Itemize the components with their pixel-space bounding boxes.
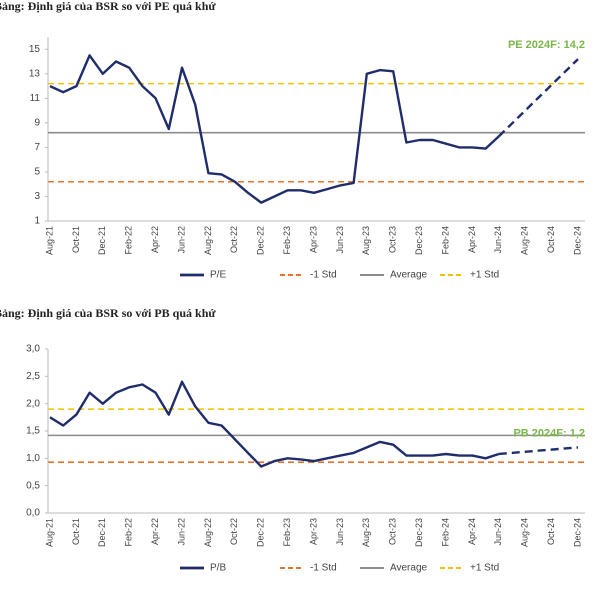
x-tick-label: Feb-24 xyxy=(440,518,450,547)
x-tick-label: Dec-22 xyxy=(256,518,266,547)
y-tick-label: 1,5 xyxy=(26,426,40,437)
y-tick-label: 0,5 xyxy=(26,480,40,491)
y-tick-label: 2,5 xyxy=(26,371,40,382)
x-tick-label: Dec-21 xyxy=(97,518,107,547)
x-tick-label: Feb-22 xyxy=(124,518,134,547)
chart-title: Bảng: Định giá của BSR so với PE quá khứ xyxy=(0,0,216,13)
x-tick-label: Oct-23 xyxy=(388,226,398,253)
y-tick-label: 2,0 xyxy=(26,398,40,409)
y-tick-label: 1 xyxy=(34,216,40,227)
y-tick-label: 0,0 xyxy=(26,508,40,519)
x-tick-label: Feb-24 xyxy=(440,226,450,255)
y-tick-label: 5 xyxy=(34,167,40,178)
x-tick-label: Aug-23 xyxy=(361,518,371,547)
x-tick-label: Jun-23 xyxy=(335,518,345,546)
x-tick-label: Apr-24 xyxy=(467,226,477,253)
legend-label: Average xyxy=(390,563,428,574)
annotation: PB 2024F: 1,2 xyxy=(513,427,585,439)
x-tick-label: Aug-24 xyxy=(520,518,530,547)
x-tick-label: Aug-24 xyxy=(520,226,530,255)
data-line xyxy=(49,54,500,204)
legend-label: P/B xyxy=(210,563,226,574)
x-tick-label: Apr-23 xyxy=(308,518,318,545)
x-tick-label: Oct-23 xyxy=(388,518,398,545)
x-tick-label: Jun-24 xyxy=(493,226,503,254)
x-tick-label: Dec-23 xyxy=(414,226,424,255)
y-tick-label: 3 xyxy=(34,191,40,202)
chart-title: Bảng: Định giá của BSR so với PB quá khứ xyxy=(0,306,216,320)
legend-label: Average xyxy=(390,270,428,281)
x-tick-label: Aug-21 xyxy=(44,226,54,255)
y-tick-label: 9 xyxy=(34,118,40,129)
x-tick-label: Feb-23 xyxy=(282,226,292,255)
x-tick-label: Aug-22 xyxy=(203,226,213,255)
x-tick-label: Apr-22 xyxy=(150,226,160,253)
y-tick-label: 7 xyxy=(34,142,40,153)
legend-label: -1 Std xyxy=(310,563,337,574)
x-tick-label: Oct-24 xyxy=(546,518,556,545)
x-tick-label: Aug-21 xyxy=(44,518,54,547)
x-tick-label: Oct-22 xyxy=(229,226,239,253)
x-tick-label: Dec-24 xyxy=(572,226,582,255)
legend-label: +1 Std xyxy=(470,270,499,281)
legend-label: -1 Std xyxy=(310,270,337,281)
x-tick-label: Dec-23 xyxy=(414,518,424,547)
x-tick-label: Aug-23 xyxy=(361,226,371,255)
x-tick-label: Oct-21 xyxy=(71,518,81,545)
x-tick-label: Dec-21 xyxy=(97,226,107,255)
x-tick-label: Feb-23 xyxy=(282,518,292,547)
x-tick-label: Aug-22 xyxy=(203,518,213,547)
x-tick-label: Oct-22 xyxy=(229,518,239,545)
x-tick-label: Apr-22 xyxy=(150,518,160,545)
x-tick-label: Apr-23 xyxy=(308,226,318,253)
x-tick-label: Dec-24 xyxy=(572,518,582,547)
x-tick-label: Oct-24 xyxy=(546,226,556,253)
x-tick-label: Feb-22 xyxy=(124,226,134,255)
x-tick-label: Jun-22 xyxy=(176,226,186,254)
y-tick-label: 3,0 xyxy=(26,344,40,355)
x-tick-label: Dec-22 xyxy=(256,226,266,255)
y-tick-label: 11 xyxy=(30,93,41,104)
x-tick-label: Jun-23 xyxy=(335,226,345,254)
x-tick-label: Apr-24 xyxy=(467,518,477,545)
x-tick-label: Oct-21 xyxy=(71,226,81,253)
legend-label: P/E xyxy=(210,270,226,281)
x-tick-label: Jun-22 xyxy=(176,518,186,546)
forecast-line xyxy=(497,58,579,138)
y-tick-label: 1,0 xyxy=(26,453,40,464)
y-tick-label: 15 xyxy=(29,44,41,55)
x-tick-label: Jun-24 xyxy=(493,518,503,546)
data-line xyxy=(49,380,500,468)
annotation: PE 2024F: 14,2 xyxy=(508,39,585,51)
legend-label: +1 Std xyxy=(470,563,499,574)
forecast-line xyxy=(498,446,579,456)
y-tick-label: 13 xyxy=(29,68,41,79)
